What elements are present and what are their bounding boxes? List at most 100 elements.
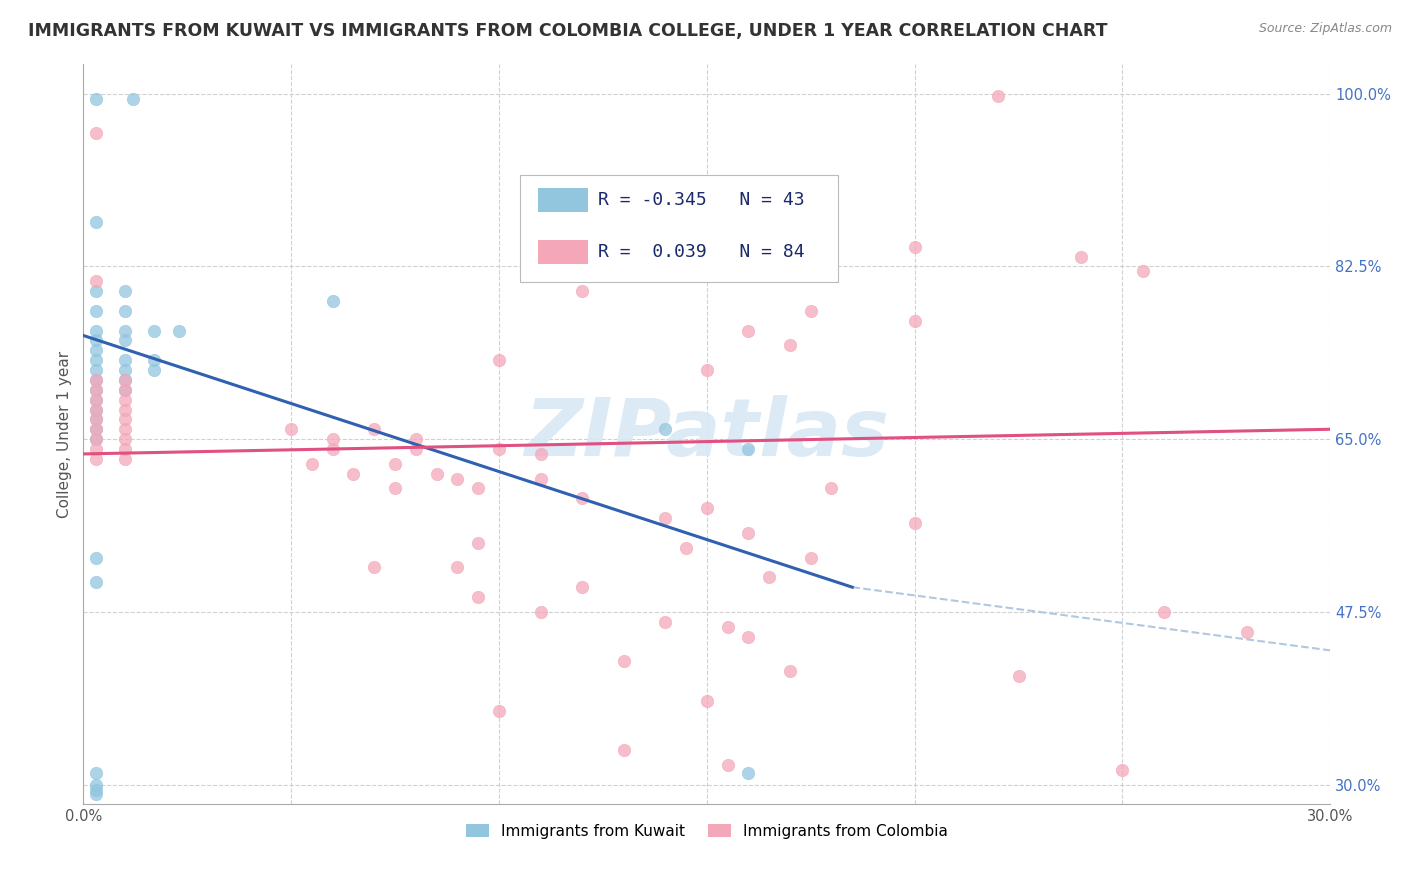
Point — [114, 392, 136, 407]
Point — [1236, 624, 1258, 639]
FancyBboxPatch shape — [538, 239, 588, 264]
Point — [800, 303, 823, 318]
Point — [114, 353, 136, 368]
Point — [84, 363, 107, 377]
Point — [84, 765, 107, 780]
Point — [405, 442, 427, 456]
Point — [167, 324, 190, 338]
Point — [904, 240, 927, 254]
Point — [571, 491, 593, 506]
Point — [363, 560, 385, 574]
Point — [1153, 605, 1175, 619]
Point — [613, 743, 636, 757]
Point — [737, 630, 759, 644]
Point — [301, 457, 323, 471]
Point — [405, 432, 427, 446]
Point — [987, 88, 1010, 103]
Point — [84, 373, 107, 387]
Point — [114, 402, 136, 417]
Point — [571, 284, 593, 298]
Point — [114, 373, 136, 387]
Text: ZIPatlas: ZIPatlas — [524, 395, 889, 473]
Point — [84, 392, 107, 407]
Point — [142, 353, 165, 368]
Point — [467, 590, 489, 604]
Point — [779, 219, 801, 234]
Point — [84, 432, 107, 446]
Point — [904, 516, 927, 530]
Point — [488, 704, 510, 718]
Point — [114, 334, 136, 348]
Point — [114, 324, 136, 338]
Point — [696, 694, 718, 708]
Point — [322, 293, 344, 308]
Point — [820, 482, 842, 496]
Point — [716, 620, 738, 634]
Point — [654, 615, 676, 629]
Text: R = -0.345   N = 43: R = -0.345 N = 43 — [599, 191, 804, 210]
Point — [84, 442, 107, 456]
Point — [84, 422, 107, 436]
Point — [322, 442, 344, 456]
Point — [84, 422, 107, 436]
Point — [737, 765, 759, 780]
Point — [84, 432, 107, 446]
Point — [613, 654, 636, 668]
Point — [363, 422, 385, 436]
Point — [114, 383, 136, 397]
Point — [529, 447, 551, 461]
Point — [84, 215, 107, 229]
Text: R =  0.039   N = 84: R = 0.039 N = 84 — [599, 244, 804, 261]
Point — [800, 240, 823, 254]
Point — [488, 442, 510, 456]
Point — [84, 274, 107, 288]
Point — [322, 432, 344, 446]
Point — [1111, 763, 1133, 777]
Text: Source: ZipAtlas.com: Source: ZipAtlas.com — [1258, 22, 1392, 36]
Point — [114, 284, 136, 298]
Legend: Immigrants from Kuwait, Immigrants from Colombia: Immigrants from Kuwait, Immigrants from … — [460, 817, 953, 845]
Point — [84, 324, 107, 338]
Point — [904, 314, 927, 328]
Point — [84, 373, 107, 387]
Point — [84, 392, 107, 407]
Text: IMMIGRANTS FROM KUWAIT VS IMMIGRANTS FROM COLOMBIA COLLEGE, UNDER 1 YEAR CORRELA: IMMIGRANTS FROM KUWAIT VS IMMIGRANTS FRO… — [28, 22, 1108, 40]
Point — [84, 782, 107, 797]
Point — [384, 457, 406, 471]
Point — [142, 363, 165, 377]
Point — [280, 422, 302, 436]
FancyBboxPatch shape — [520, 175, 838, 283]
Point — [342, 467, 364, 481]
Point — [696, 501, 718, 516]
Point — [737, 324, 759, 338]
Point — [114, 451, 136, 466]
Point — [84, 575, 107, 590]
Point — [84, 788, 107, 802]
Point — [84, 343, 107, 358]
Point — [779, 338, 801, 352]
Point — [84, 412, 107, 426]
Point — [114, 442, 136, 456]
Point — [1007, 669, 1029, 683]
Point — [122, 92, 145, 106]
FancyBboxPatch shape — [538, 187, 588, 212]
Point — [426, 467, 449, 481]
Point — [467, 482, 489, 496]
Point — [800, 550, 823, 565]
Point — [1132, 264, 1154, 278]
Point — [758, 570, 780, 584]
Point — [114, 303, 136, 318]
Point — [571, 580, 593, 594]
Point — [654, 422, 676, 436]
Point — [758, 260, 780, 274]
Point — [696, 363, 718, 377]
Point — [529, 605, 551, 619]
Point — [696, 260, 718, 274]
Point — [114, 373, 136, 387]
Point — [737, 442, 759, 456]
Point — [142, 324, 165, 338]
Point — [114, 412, 136, 426]
Point — [488, 353, 510, 368]
Point — [716, 757, 738, 772]
Point — [1070, 250, 1092, 264]
